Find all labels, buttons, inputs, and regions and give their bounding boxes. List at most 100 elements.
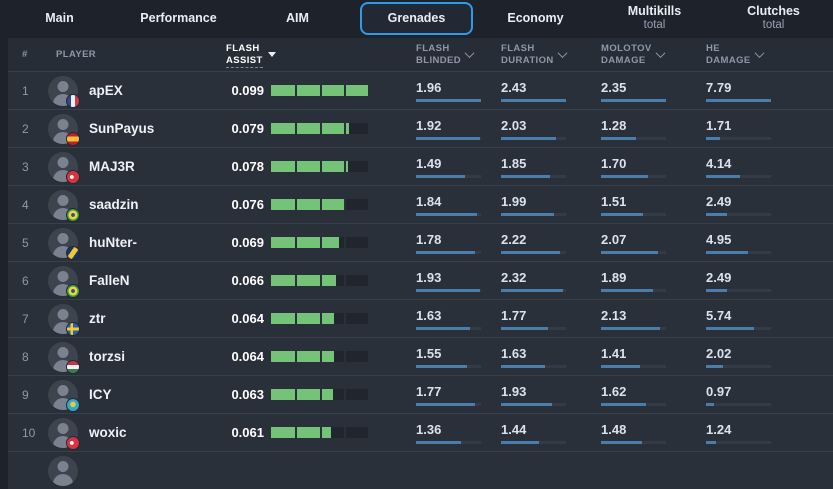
tab-clutches[interactable]: Clutches total [717,2,830,35]
avatar [48,151,80,184]
rank-number: 5 [22,235,29,250]
table-row[interactable]: 9 ICY 0.063 1.77 1.93 1.62 [8,375,833,413]
flash-blinded-cell: 1.96 [408,80,493,102]
flash-assist-header[interactable]: FLASH ASSIST [218,43,408,68]
table-row[interactable]: 8 torzsi 0.064 1.55 1.63 1.41 [8,337,833,375]
player-cell[interactable]: SunPayus [48,113,218,146]
tab-sublabel: total [762,19,785,32]
molotov-damage-value: 2.35 [601,79,627,95]
table-header-row: # PLAYER FLASH ASSIST FLASH BLINDED [8,38,833,71]
flash-duration-cell: 1.44 [493,422,593,444]
flash-duration-header[interactable]: FLASH DURATION [493,43,593,67]
grenades-stats-table: # PLAYER FLASH ASSIST FLASH BLINDED [8,38,833,489]
player-name[interactable]: saadzin [89,197,139,212]
he-damage-value: 7.79 [706,79,732,95]
player-cell[interactable]: MAJ3R [48,151,218,184]
player-name[interactable]: apEX [89,83,123,98]
table-row[interactable]: 6 FalleN 0.066 1.93 2.32 1.89 [8,261,833,299]
avatar [48,455,78,486]
flash-assist-value: 0.064 [231,349,264,364]
flash-blinded-value: 1.96 [416,79,442,95]
bar-fill [271,237,339,248]
flash-duration-bar [501,288,566,292]
avatar [48,75,80,108]
he-damage-cell: 2.49 [698,270,833,292]
flash-duration-cell: 1.77 [493,308,593,330]
tab-aim[interactable]: AIM [241,2,354,35]
table-row[interactable]: 4 saadzin 0.076 1.84 1.99 1.51 [8,185,833,223]
he-damage-cell: 1.71 [698,118,833,140]
flash-duration-cell: 2.03 [493,118,593,140]
flash-assist-value: 0.079 [231,121,264,136]
chevron-down-icon[interactable] [754,48,765,59]
tab-main[interactable]: Main [3,2,116,35]
flash-blinded-cell: 1.78 [408,232,493,254]
molotov-damage-header[interactable]: MOLOTOV DAMAGE [593,43,698,67]
flash-blinded-cell: 1.77 [408,384,493,406]
country-flag-icon [66,93,80,108]
player-name[interactable]: huNter- [89,235,137,250]
flash-blinded-cell: 1.55 [408,346,493,368]
he-damage-cell: 5.74 [698,308,833,330]
table-row[interactable]: 10 woxic 0.061 1.36 1.44 1.48 [8,413,833,451]
molotov-damage-bar [601,212,666,216]
flash-blinded-value: 1.49 [416,155,442,171]
country-flag-icon [66,435,80,450]
player-header: PLAYER [56,48,97,60]
he-damage-header[interactable]: HE DAMAGE [698,43,833,67]
table-row-partial[interactable] [8,451,833,489]
country-flag-icon [66,207,80,222]
molotov-damage-bar [601,326,666,330]
player-cell[interactable]: huNter- [48,227,218,260]
player-cell[interactable]: saadzin [48,189,218,222]
header-line2: DAMAGE [706,54,751,66]
chevron-down-icon[interactable] [464,48,475,59]
player-cell[interactable]: torzsi [48,341,218,374]
table-body: 1 apEX 0.099 1.96 2.43 2.35 [8,71,833,451]
molotov-damage-value: 1.62 [601,383,627,399]
molotov-damage-value: 1.89 [601,269,627,285]
molotov-damage-value: 1.28 [601,117,627,133]
chevron-down-icon[interactable] [557,48,568,59]
player-cell[interactable]: apEX [48,75,218,108]
chevron-down-icon[interactable] [655,48,666,59]
tab-label: Grenades [387,11,446,25]
player-name[interactable]: ICY [89,387,112,402]
flash-assist-cell: 0.069 [218,235,408,250]
tab-economy[interactable]: Economy [479,2,592,35]
tab-grenades[interactable]: Grenades [360,2,473,35]
tab-performance[interactable]: Performance [122,2,235,35]
he-damage-value: 2.49 [706,269,732,285]
table-row[interactable]: 5 huNter- 0.069 1.78 2.22 2.07 [8,223,833,261]
player-name[interactable]: SunPayus [89,121,155,136]
player-name[interactable]: torzsi [89,349,126,364]
he-damage-value: 4.14 [706,155,732,171]
flash-assist-value: 0.066 [231,273,264,288]
flash-duration-value: 1.99 [501,193,527,209]
flash-blinded-bar [416,136,481,140]
he-damage-bar [706,288,771,292]
table-row[interactable]: 7 ztr 0.064 1.63 1.77 2.13 [8,299,833,337]
player-cell[interactable]: woxic [48,417,218,450]
country-flag-icon [66,359,80,374]
tab-multikills[interactable]: Multikills total [598,2,711,35]
table-row[interactable]: 1 apEX 0.099 1.96 2.43 2.35 [8,71,833,109]
player-name[interactable]: ztr [89,311,106,326]
table-row[interactable]: 3 MAJ3R 0.078 1.49 1.85 1.70 [8,147,833,185]
player-name[interactable]: MAJ3R [89,159,135,174]
country-flag-icon [66,245,80,260]
player-name[interactable]: FalleN [89,273,130,288]
rank-number: 7 [22,311,29,326]
player-cell[interactable]: FalleN [48,265,218,298]
molotov-damage-value: 2.13 [601,307,627,323]
avatar [48,379,80,412]
player-cell[interactable]: ztr [48,303,218,336]
flash-blinded-bar [416,288,481,292]
molotov-damage-bar [601,288,666,292]
flash-assist-cell: 0.061 [218,425,408,440]
player-cell[interactable]: ICY [48,379,218,412]
sort-desc-icon[interactable] [267,52,276,57]
flash-blinded-header[interactable]: FLASH BLINDED [408,43,493,67]
player-name[interactable]: woxic [89,425,127,440]
table-row[interactable]: 2 SunPayus 0.079 1.92 2.03 1.28 [8,109,833,147]
